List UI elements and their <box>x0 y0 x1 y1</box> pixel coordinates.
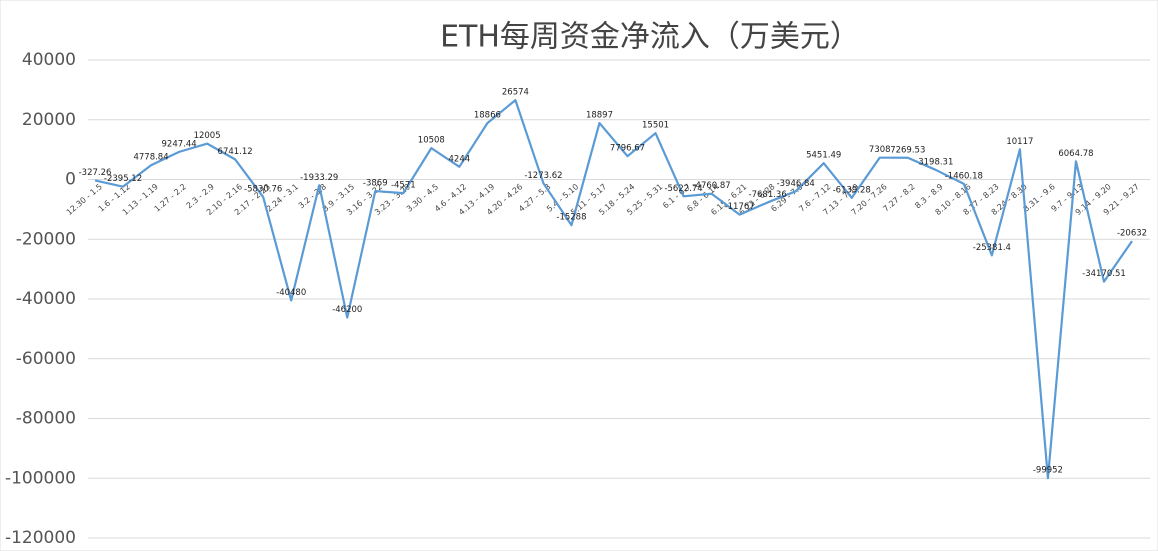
y-tick-label: -120000 <box>5 528 76 548</box>
value-label: 9247.44 <box>162 139 197 149</box>
value-label: -5830.76 <box>244 184 282 194</box>
value-label: 10508 <box>418 136 445 146</box>
value-label: -11767 <box>725 202 755 212</box>
y-tick-label: -100000 <box>5 468 76 488</box>
value-label: -20632 <box>1117 229 1147 239</box>
value-label: -4760.87 <box>692 181 730 191</box>
value-label: -4571 <box>391 181 416 191</box>
value-label: 18897 <box>586 111 613 121</box>
value-label: -25381.4 <box>973 243 1011 253</box>
value-label: -3946.84 <box>777 179 815 189</box>
value-label: 6741.12 <box>218 147 253 157</box>
value-label: 7308 <box>869 145 891 155</box>
value-label: 4244 <box>449 154 471 164</box>
value-label: -34170.51 <box>1082 269 1126 279</box>
y-tick-label: 40000 <box>22 50 76 70</box>
value-label: -46200 <box>332 305 362 315</box>
value-label: -6139.28 <box>833 185 871 195</box>
value-label: 5451.49 <box>806 151 841 161</box>
y-tick-label: -80000 <box>16 409 76 429</box>
value-label: 6064.78 <box>1058 149 1093 159</box>
line <box>94 99 1133 480</box>
y-tick-label: 20000 <box>22 110 76 130</box>
y-tick-label: -40000 <box>16 289 76 309</box>
value-label: 7269.53 <box>890 145 925 155</box>
value-label: -5622.74 <box>664 184 702 194</box>
chart-title: ETH每周资金净流入（万美元） <box>440 20 860 55</box>
value-label: -327.26 <box>79 168 112 178</box>
value-label: -2395.12 <box>104 174 142 184</box>
value-label: -99952 <box>1033 466 1063 476</box>
value-label: -1933.29 <box>300 173 338 183</box>
value-label: 4778.84 <box>133 153 168 163</box>
value-label: 18866 <box>474 111 501 121</box>
value-label: 15501 <box>642 121 669 131</box>
y-tick-label: -60000 <box>16 349 76 369</box>
value-label: -3869 <box>363 179 388 189</box>
value-label: -15288 <box>556 213 586 223</box>
value-label: 12005 <box>194 131 221 141</box>
value-label: -40480 <box>276 288 306 298</box>
value-label: 26574 <box>502 88 529 98</box>
y-tick-label: 0 <box>65 170 76 190</box>
value-label: 3198.31 <box>918 157 953 167</box>
value-label: -1460.18 <box>945 171 983 181</box>
value-label: -1273.62 <box>524 171 562 181</box>
y-tick-label: -20000 <box>16 229 76 249</box>
value-label: 7796.67 <box>610 144 645 154</box>
value-label: -7681.36 <box>749 190 787 200</box>
value-label: 10117 <box>1006 137 1033 147</box>
